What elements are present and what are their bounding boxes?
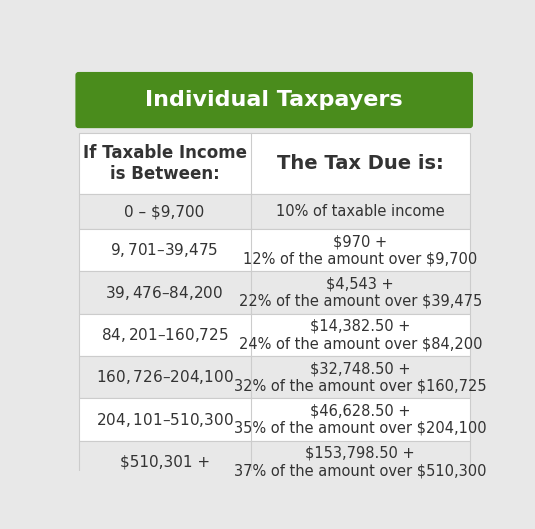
Bar — [79, 194, 470, 229]
Text: $4,543 +
22% of the amount over $39,475: $4,543 + 22% of the amount over $39,475 — [239, 276, 482, 309]
Bar — [79, 314, 470, 356]
Text: 10% of taxable income: 10% of taxable income — [276, 204, 445, 219]
Text: $9,701 – $39,475: $9,701 – $39,475 — [111, 241, 219, 259]
Text: $160,726 – $204,100: $160,726 – $204,100 — [96, 368, 233, 386]
Bar — [79, 229, 470, 271]
Text: $84,201 – $160,725: $84,201 – $160,725 — [101, 326, 228, 344]
Text: 0 – $9,700: 0 – $9,700 — [125, 204, 205, 219]
Text: $153,798.50 +
37% of the amount over $510,300: $153,798.50 + 37% of the amount over $51… — [234, 446, 486, 478]
Text: $510,301 +: $510,301 + — [119, 454, 210, 469]
Text: $14,382.50 +
24% of the amount over $84,200: $14,382.50 + 24% of the amount over $84,… — [239, 318, 482, 351]
Text: $32,748.50 +
32% of the amount over $160,725: $32,748.50 + 32% of the amount over $160… — [234, 361, 487, 394]
Text: $204,101 – $510,300: $204,101 – $510,300 — [96, 411, 233, 428]
Bar — [79, 133, 470, 194]
Text: The Tax Due is:: The Tax Due is: — [277, 154, 444, 173]
Text: $970 +
12% of the amount over $9,700: $970 + 12% of the amount over $9,700 — [243, 234, 477, 267]
Bar — [79, 441, 470, 483]
FancyBboxPatch shape — [75, 72, 473, 128]
Text: $46,628.50 +
35% of the amount over $204,100: $46,628.50 + 35% of the amount over $204… — [234, 404, 487, 436]
Text: $39,476 – $84,200: $39,476 – $84,200 — [105, 284, 224, 302]
Bar — [79, 356, 470, 398]
Bar — [79, 271, 470, 314]
Text: If Taxable Income
is Between:: If Taxable Income is Between: — [82, 144, 247, 183]
Text: Individual Taxpayers: Individual Taxpayers — [146, 90, 403, 110]
Bar — [79, 398, 470, 441]
